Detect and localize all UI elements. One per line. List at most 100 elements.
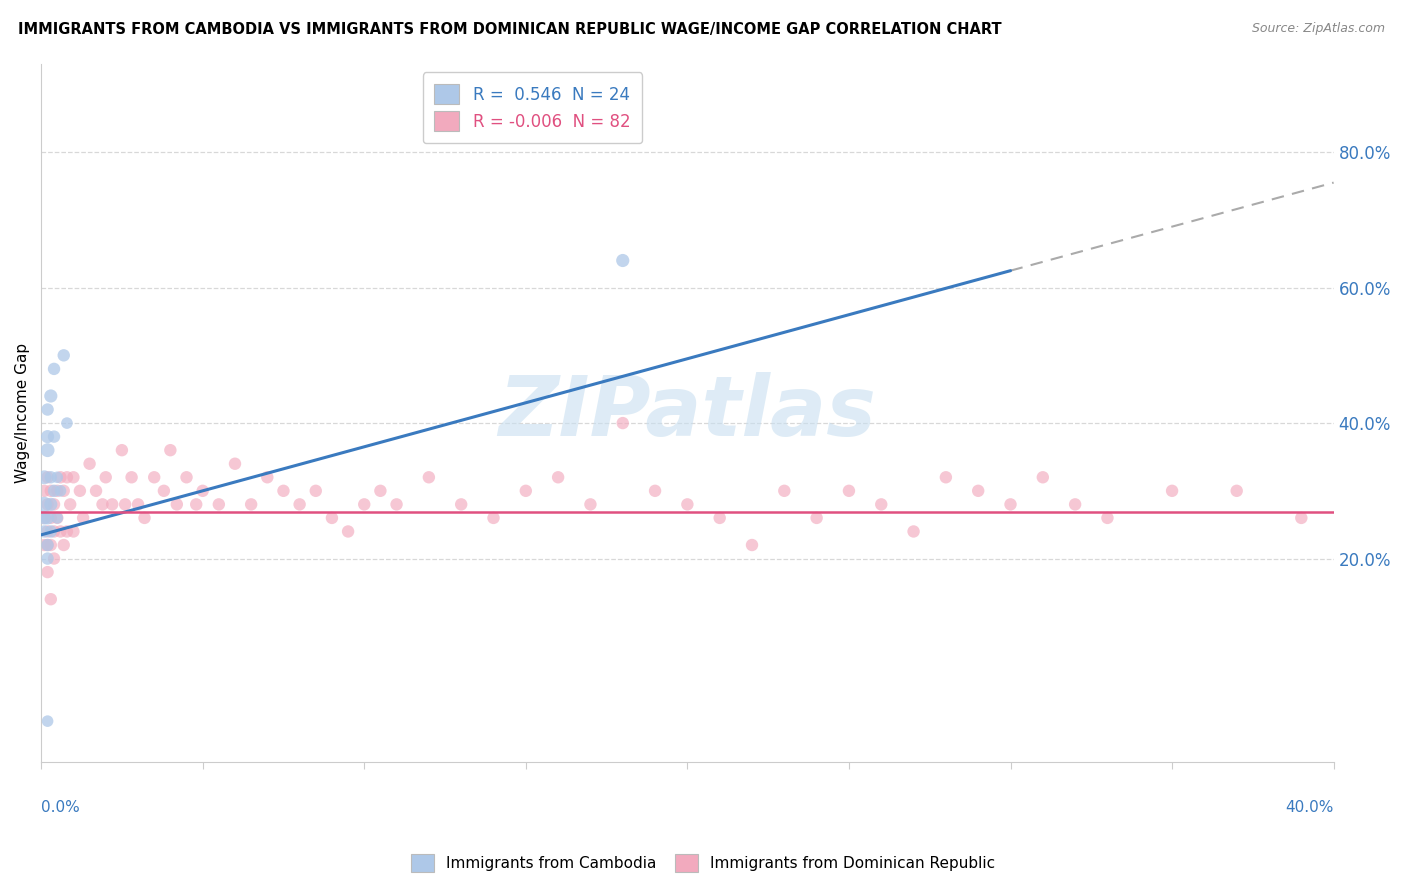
Point [52,483,75,498]
Point [273,483,295,498]
Point [52,538,75,552]
Point [62,470,84,484]
Text: IMMIGRANTS FROM CAMBODIA VS IMMIGRANTS FROM DOMINICAN REPUBLIC WAGE/INCOME GAP C: IMMIGRANTS FROM CAMBODIA VS IMMIGRANTS F… [18,22,1002,37]
Point [1226,483,1249,498]
Text: ZIPatlas: ZIPatlas [499,373,876,453]
Point [37,497,59,511]
Point [153,483,176,498]
Point [37,443,59,458]
Point [806,511,828,525]
Point [72,511,94,525]
Point [101,497,124,511]
Point [1032,470,1054,484]
Point [967,483,990,498]
Legend: R =  0.546  N = 24, R = -0.006  N = 82: R = 0.546 N = 24, R = -0.006 N = 82 [423,72,643,143]
Text: Source: ZipAtlas.com: Source: ZipAtlas.com [1251,22,1385,36]
Point [676,497,699,511]
Point [37,538,59,552]
Point [42,483,65,498]
Point [612,416,634,430]
Point [37,429,59,443]
Point [34,483,56,498]
Point [62,524,84,539]
Point [37,565,59,579]
Point [159,443,181,458]
Point [34,511,56,525]
Point [240,497,263,511]
Point [37,551,59,566]
Point [84,483,107,498]
Point [49,470,72,484]
Point [37,538,59,552]
Point [34,524,56,539]
Point [288,497,311,511]
Point [34,511,56,525]
Point [34,497,56,511]
Point [337,524,360,539]
Point [482,511,505,525]
Point [56,524,79,539]
Point [935,470,957,484]
Point [42,497,65,511]
Legend: Immigrants from Cambodia, Immigrants from Dominican Republic: Immigrants from Cambodia, Immigrants fro… [404,846,1002,880]
Point [114,497,136,511]
Point [321,511,343,525]
Point [903,524,925,539]
Point [39,511,62,525]
Point [39,470,62,484]
Point [34,470,56,484]
Point [191,483,214,498]
Point [37,524,59,539]
Point [127,497,149,511]
Point [1291,511,1313,525]
Point [176,470,198,484]
Point [186,497,208,511]
Point [305,483,328,498]
Point [37,402,59,417]
Y-axis label: Wage/Income Gap: Wage/Income Gap [15,343,30,483]
Point [49,524,72,539]
Point [143,470,166,484]
Point [547,470,569,484]
Point [39,483,62,498]
Point [79,457,101,471]
Point [134,511,156,525]
Point [39,524,62,539]
Point [59,497,82,511]
Point [450,497,472,511]
Point [69,483,91,498]
Point [612,253,634,268]
Point [34,538,56,552]
Point [39,538,62,552]
Point [39,389,62,403]
Point [56,416,79,430]
Point [709,511,731,525]
Point [208,497,231,511]
Point [256,470,278,484]
Point [39,592,62,607]
Point [579,497,602,511]
Point [741,538,763,552]
Point [39,497,62,511]
Point [1064,497,1087,511]
Point [224,457,246,471]
Point [353,497,375,511]
Text: 40.0%: 40.0% [1285,800,1334,815]
Point [1161,483,1184,498]
Point [42,551,65,566]
Point [37,511,59,525]
Point [52,348,75,362]
Point [644,483,666,498]
Point [49,483,72,498]
Point [166,497,188,511]
Point [1097,511,1119,525]
Point [46,470,69,484]
Point [870,497,893,511]
Point [91,497,114,511]
Point [1000,497,1022,511]
Point [515,483,537,498]
Point [370,483,392,498]
Point [42,362,65,376]
Point [46,483,69,498]
Point [42,524,65,539]
